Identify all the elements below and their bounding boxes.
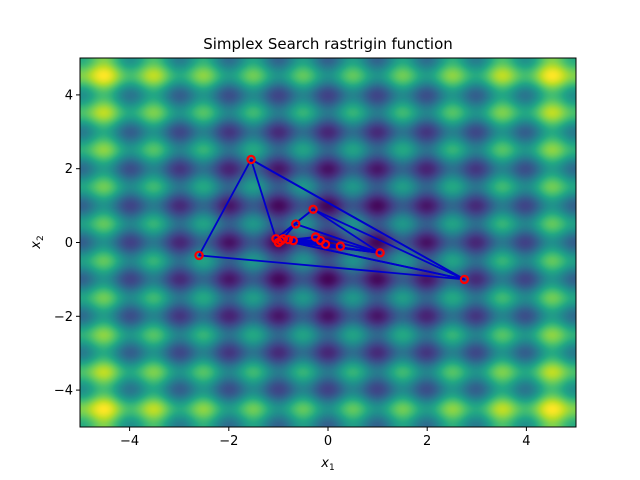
y-tick-label: 2	[65, 162, 73, 177]
x-tick-label: −4	[120, 434, 139, 449]
x-axis-label: x1	[320, 456, 334, 473]
simplex-vertex-5	[375, 248, 385, 258]
x-tick-label: 2	[423, 434, 431, 449]
y-axis-label-sub: 2	[36, 235, 46, 241]
simplex-vertex-13	[273, 237, 284, 248]
simplex-vertex-1	[246, 154, 256, 165]
simplex-vertex-8	[288, 235, 298, 246]
y-tick-label: 0	[65, 236, 73, 251]
plot-area	[79, 57, 577, 428]
simplex-vertex-11	[335, 241, 346, 251]
axis-ticks: −4 −2 0 2 4 −4 −2 0 2 4	[54, 88, 531, 449]
y-tick-label: −4	[54, 384, 73, 399]
x-tick-label: 4	[522, 434, 530, 449]
y-axis-label: x2	[29, 235, 46, 249]
simplex-vertex-15	[315, 235, 326, 246]
x-tick-label: −2	[219, 434, 238, 449]
y-tick-label: 4	[65, 88, 73, 103]
simplex-vertex-14	[283, 234, 294, 245]
y-axis-label-base: x	[29, 241, 44, 250]
simplex-vertex-6	[291, 219, 301, 229]
x-axis-label-base: x	[320, 456, 329, 471]
y-tick-label: −2	[54, 310, 73, 325]
chart-title: Simplex Search rastrigin function	[203, 35, 453, 53]
x-tick-label: 0	[324, 434, 332, 449]
simplex-vertex-2	[459, 274, 470, 285]
x-axis-label-sub: 1	[329, 463, 335, 473]
simplex-vertex-4	[308, 204, 318, 214]
simplex-vertex-0	[194, 250, 204, 261]
simplex-triangle-11	[277, 238, 322, 244]
